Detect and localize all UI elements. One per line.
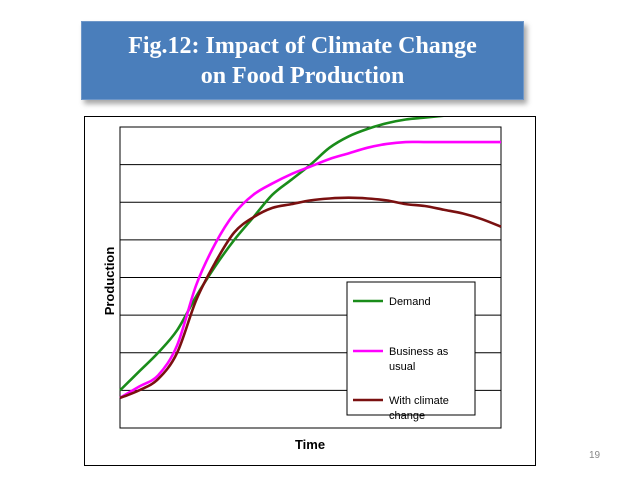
slide-title-line-2: on Food Production	[200, 63, 405, 89]
series-line-business-as-usual	[119, 140, 501, 400]
series-line-with-climate-change	[119, 196, 502, 400]
legend-box	[346, 281, 476, 416]
page-number: 19	[589, 450, 601, 461]
legend-label-demand: Demand	[389, 296, 431, 308]
series-line-demand	[119, 117, 445, 392]
slide-title-box: Fig.12: Impact of Climate Change on Food…	[81, 21, 524, 100]
chart-frame: Production Time Demand Business as usual Wi…	[84, 116, 536, 466]
legend-label-business-as-usual: Business as usual	[389, 346, 449, 373]
line-chart: Production Time Demand Business as usual Wi…	[102, 117, 502, 452]
x-axis-label: Time	[295, 437, 325, 452]
slide-title-line-1: Fig.12: Impact of Climate Change	[128, 33, 477, 59]
legend: Demand Business as usual With climate change	[346, 281, 476, 422]
legend-label-with-climate-change: With climate change	[389, 395, 449, 422]
y-axis-label: Production	[102, 247, 117, 316]
